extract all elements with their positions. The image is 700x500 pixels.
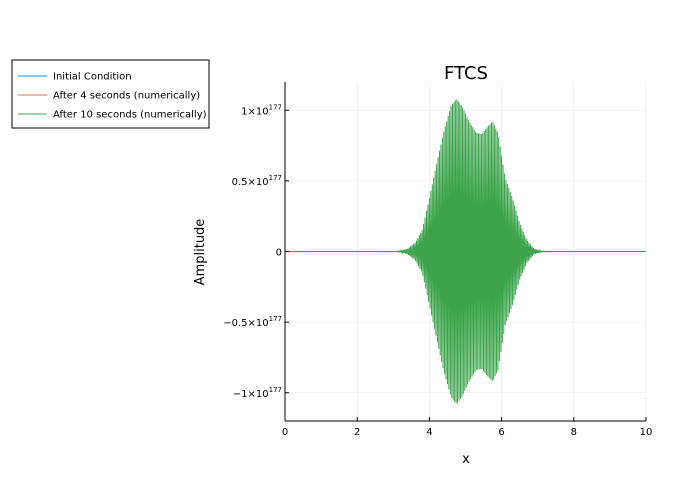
legend-box bbox=[11, 59, 210, 129]
legend-label-0: Initial Condition bbox=[53, 72, 132, 83]
y-tick-label-0: 1×10177 bbox=[241, 103, 282, 117]
chart-title: FTCS bbox=[444, 63, 488, 84]
x-axis-label: x bbox=[462, 452, 470, 467]
legend-label-2: After 10 seconds (numerically) bbox=[53, 110, 207, 121]
y-axis-label: Amplitude bbox=[193, 219, 208, 286]
y-tick-label-2: 0 bbox=[276, 248, 282, 259]
x-tick-label-1: 2 bbox=[354, 427, 360, 438]
y-ticks: 1×10177 0.5×10177 0 −0.5×10177 −1×10177 bbox=[223, 103, 289, 400]
x-ticks: 0 2 4 6 8 10 bbox=[282, 417, 653, 438]
legend-label-1: After 4 seconds (numerically) bbox=[53, 91, 200, 102]
series-layer bbox=[285, 99, 646, 404]
x-tick-label-0: 0 bbox=[282, 427, 288, 438]
series-line-2 bbox=[285, 99, 646, 404]
y-tick-label-3: −0.5×10177 bbox=[223, 315, 282, 329]
x-tick-label-3: 6 bbox=[498, 427, 504, 438]
x-tick-label-4: 8 bbox=[571, 427, 577, 438]
y-tick-label-4: −1×10177 bbox=[233, 386, 282, 400]
legend: Initial Condition After 4 seconds (numeri… bbox=[11, 59, 210, 129]
x-tick-label-2: 4 bbox=[426, 427, 432, 438]
x-tick-label-5: 10 bbox=[640, 427, 653, 438]
y-tick-label-1: 0.5×10177 bbox=[232, 174, 282, 188]
